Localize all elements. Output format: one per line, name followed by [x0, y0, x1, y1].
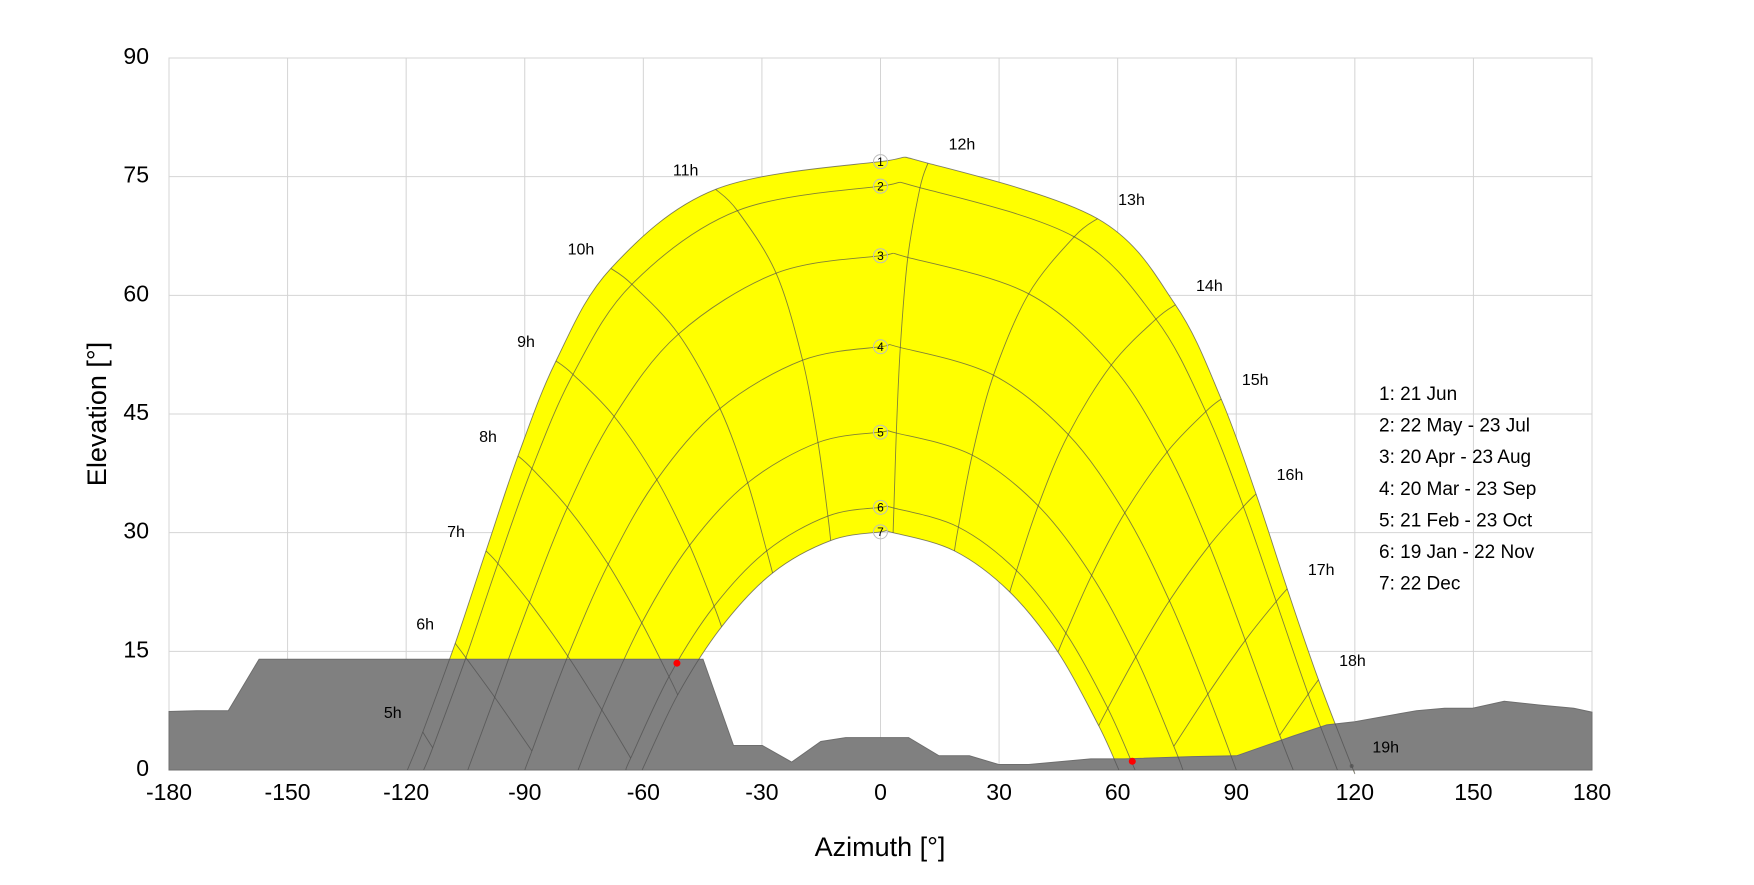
date-path	[641, 530, 1120, 771]
date-label: 7	[877, 525, 884, 539]
hour-line	[555, 360, 723, 627]
date-marker	[873, 499, 888, 515]
y-tick-label: 90	[123, 43, 149, 69]
horizon-marker	[1128, 757, 1136, 765]
date-path	[406, 156, 1356, 775]
y-tick-label: 15	[123, 636, 149, 662]
horizon	[168, 658, 1593, 771]
date-path	[467, 252, 1294, 771]
date-marker	[873, 424, 888, 440]
hour-line	[1173, 588, 1288, 747]
hour-label: 14h	[1196, 278, 1223, 295]
x-tick-label: 150	[1454, 779, 1492, 805]
hour-point	[1349, 764, 1354, 769]
date-marker	[873, 339, 888, 355]
x-tick-label: -90	[508, 779, 541, 805]
y-tick-label: 0	[136, 755, 149, 781]
hour-label: 10h	[568, 242, 595, 259]
lines-layer	[406, 156, 1356, 775]
hour-line	[517, 455, 679, 695]
legend-entry: 2: 22 May - 23 Jul	[1379, 416, 1530, 437]
date-marker	[873, 154, 888, 170]
hour-label: 18h	[1339, 653, 1366, 670]
legend-entry: 4: 20 Mar - 23 Sep	[1379, 479, 1536, 500]
x-tick-label: -180	[146, 779, 192, 805]
y-axis-title: Elevation [°]	[82, 342, 112, 486]
legend-entry: 7: 22 Dec	[1379, 574, 1460, 595]
x-tick-label: 120	[1336, 779, 1374, 805]
legend-entry: 1: 21 Jun	[1379, 384, 1457, 405]
band-layer	[407, 157, 1355, 774]
x-tick-label: 60	[1105, 779, 1131, 805]
hour-label: 7h	[447, 524, 465, 541]
date-label: 3	[877, 249, 884, 263]
x-tick-label: 180	[1573, 779, 1611, 805]
hour-line	[1279, 679, 1319, 736]
date-marker	[873, 524, 888, 540]
hour-label: 6h	[416, 617, 434, 634]
date-label: 5	[877, 425, 884, 439]
date-label: 2	[877, 179, 884, 193]
hour-line	[422, 731, 434, 749]
date-marker	[873, 178, 888, 194]
x-tick-label: 90	[1223, 779, 1249, 805]
date-label: 1	[877, 155, 884, 169]
y-tick-label: 60	[123, 280, 149, 306]
hour-label: 16h	[1277, 467, 1304, 484]
hour-label: 12h	[949, 136, 976, 153]
hour-line	[953, 218, 1098, 551]
date-label: 4	[877, 340, 884, 354]
x-tick-label: 0	[874, 779, 887, 805]
hour-label: 13h	[1118, 192, 1145, 209]
date-marker	[873, 248, 888, 264]
hour-label: 11h	[673, 163, 699, 180]
hour-line	[485, 550, 632, 759]
y-tick-label: 75	[123, 162, 149, 188]
x-tick-label: -30	[745, 779, 778, 805]
sun-band	[407, 157, 1355, 774]
hour-line	[1057, 398, 1222, 653]
x-tick-label: -60	[627, 779, 660, 805]
y-tick-label: 45	[123, 399, 149, 425]
legend-entry: 3: 20 Apr - 23 Aug	[1379, 447, 1531, 468]
x-tick-label: -150	[265, 779, 311, 805]
horizon-layer	[168, 658, 1593, 771]
hour-line	[610, 268, 774, 574]
hour-label: 19h	[1372, 739, 1399, 756]
x-tick-label: -120	[383, 779, 429, 805]
hour-line	[892, 163, 929, 533]
hour-line	[715, 188, 832, 541]
hour-label: 15h	[1242, 372, 1269, 389]
x-tick-label: 30	[986, 779, 1012, 805]
hour-line	[454, 643, 533, 752]
horizon-marker	[673, 659, 681, 667]
hour-line	[1009, 304, 1176, 593]
legend-entry: 6: 19 Jan - 22 Nov	[1379, 542, 1535, 563]
legend-entry: 5: 21 Feb - 23 Oct	[1379, 510, 1533, 531]
hour-label: 17h	[1308, 562, 1335, 579]
date-label: 6	[877, 501, 884, 515]
hour-line	[1098, 493, 1257, 726]
hour-label: 9h	[517, 334, 535, 351]
date-path	[524, 344, 1237, 771]
hour-label: 5h	[384, 705, 402, 722]
hour-label: 8h	[479, 429, 497, 446]
x-axis-title: Azimuth [°]	[815, 832, 946, 862]
labels-layer: -180 -150 -120 -90 -60 -30 0 30 60 90 120 150 180015…	[123, 43, 1611, 805]
y-tick-label: 30	[123, 518, 149, 544]
